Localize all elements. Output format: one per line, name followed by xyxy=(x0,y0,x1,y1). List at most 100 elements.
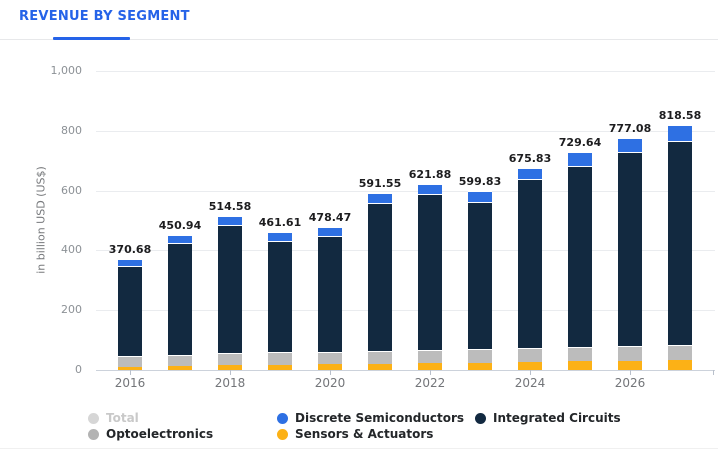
segment-integrated-circuits[interactable] xyxy=(668,140,692,345)
y-tick-label: 200 xyxy=(61,303,82,317)
bar-total-label: 621.88 xyxy=(408,168,452,182)
legend-color-dot xyxy=(277,412,288,424)
segment-integrated-circuits[interactable] xyxy=(118,265,142,356)
segment-discrete-semiconductors[interactable] xyxy=(468,190,492,203)
gridline xyxy=(96,190,715,192)
bar-total-label: 461.61 xyxy=(258,216,302,229)
segment-integrated-circuits[interactable] xyxy=(168,243,192,355)
gridline xyxy=(96,310,715,312)
segment-sensors-actuators[interactable] xyxy=(618,360,642,370)
bar-2025 xyxy=(568,71,592,370)
segment-sensors-actuators[interactable] xyxy=(668,360,692,370)
y-axis-title: in billion USD (US$) xyxy=(34,166,48,274)
segment-sensors-actuators[interactable] xyxy=(168,366,192,370)
segment-optoelectronics[interactable] xyxy=(368,351,392,364)
bar-2024 xyxy=(518,71,542,370)
bar-total-label: 777.08 xyxy=(608,121,652,135)
x-axis-end-tick xyxy=(713,370,714,375)
legend-label: Sensors & Actuators xyxy=(295,427,434,441)
segment-discrete-semiconductors[interactable] xyxy=(668,125,692,141)
segment-optoelectronics[interactable] xyxy=(168,354,192,367)
x-tick-mark xyxy=(130,370,131,375)
segment-sensors-actuators[interactable] xyxy=(318,364,342,370)
segment-optoelectronics[interactable] xyxy=(568,346,592,362)
bar-2017 xyxy=(168,71,192,370)
segment-optoelectronics[interactable] xyxy=(468,348,492,363)
segment-discrete-semiconductors[interactable] xyxy=(318,226,342,237)
bar-2020 xyxy=(318,71,342,370)
bar-total-label: 599.83 xyxy=(458,174,502,188)
segment-discrete-semiconductors[interactable] xyxy=(518,167,542,179)
segment-optoelectronics[interactable] xyxy=(418,349,442,363)
bar-total-label: 478.47 xyxy=(308,210,352,224)
segment-sensors-actuators[interactable] xyxy=(118,367,142,370)
segment-integrated-circuits[interactable] xyxy=(618,152,642,346)
segment-optoelectronics[interactable] xyxy=(518,347,542,362)
segment-discrete-semiconductors[interactable] xyxy=(218,216,242,225)
bar-2019 xyxy=(268,71,292,370)
segment-optoelectronics[interactable] xyxy=(218,353,242,366)
x-tick-mark xyxy=(330,370,331,375)
segment-integrated-circuits[interactable] xyxy=(568,165,592,347)
segment-discrete-semiconductors[interactable] xyxy=(268,231,292,242)
segment-discrete-semiconductors[interactable] xyxy=(118,259,142,266)
segment-integrated-circuits[interactable] xyxy=(418,193,442,350)
x-tick-mark xyxy=(530,370,531,375)
bar-total-label: 591.55 xyxy=(358,177,402,191)
segment-sensors-actuators[interactable] xyxy=(468,362,492,370)
segment-integrated-circuits[interactable] xyxy=(468,202,492,349)
legend-color-dot xyxy=(88,412,99,424)
legend-item-optoelectronics[interactable]: Optoelectronics xyxy=(88,427,213,441)
segment-optoelectronics[interactable] xyxy=(268,352,292,365)
legend-item-sensors-actuators[interactable]: Sensors & Actuators xyxy=(277,427,433,441)
bar-total-label: 818.58 xyxy=(658,109,702,123)
legend-label: Discrete Semiconductors xyxy=(295,411,465,425)
segment-discrete-semiconductors[interactable] xyxy=(368,193,392,204)
legend-color-dot xyxy=(475,412,486,424)
header-divider xyxy=(0,39,718,40)
segment-sensors-actuators[interactable] xyxy=(268,364,292,370)
bar-2022 xyxy=(418,71,442,370)
segment-integrated-circuits[interactable] xyxy=(268,241,292,353)
y-tick-label: 0 xyxy=(75,363,82,376)
bar-total-label: 450.94 xyxy=(158,219,202,233)
segment-integrated-circuits[interactable] xyxy=(518,179,542,348)
segment-integrated-circuits[interactable] xyxy=(218,224,242,354)
bar-total-label: 675.83 xyxy=(508,151,552,165)
legend-color-dot xyxy=(88,428,99,440)
gridline xyxy=(96,250,715,252)
segment-discrete-semiconductors[interactable] xyxy=(418,184,442,194)
segment-sensors-actuators[interactable] xyxy=(568,361,592,370)
segment-integrated-circuits[interactable] xyxy=(368,203,392,352)
bar-2016 xyxy=(118,71,142,370)
segment-sensors-actuators[interactable] xyxy=(368,363,392,370)
segment-optoelectronics[interactable] xyxy=(618,345,642,361)
segment-discrete-semiconductors[interactable] xyxy=(168,235,192,244)
segment-sensors-actuators[interactable] xyxy=(518,361,542,370)
legend-item-discrete-semiconductors[interactable]: Discrete Semiconductors xyxy=(277,411,464,425)
legend-color-dot xyxy=(277,428,288,440)
x-tick-label: 2018 xyxy=(214,376,246,390)
segment-integrated-circuits[interactable] xyxy=(318,236,342,353)
segment-discrete-semiconductors[interactable] xyxy=(618,137,642,152)
tab-active-indicator xyxy=(53,37,130,40)
segment-optoelectronics[interactable] xyxy=(668,344,692,361)
x-tick-mark xyxy=(430,370,431,375)
x-tick-mark xyxy=(230,370,231,375)
y-tick-label: 400 xyxy=(61,243,82,257)
segment-sensors-actuators[interactable] xyxy=(218,365,242,370)
segment-optoelectronics[interactable] xyxy=(118,355,142,367)
y-tick-label: 1,000 xyxy=(50,64,83,77)
segment-discrete-semiconductors[interactable] xyxy=(568,151,592,166)
bar-total-label: 729.64 xyxy=(558,135,602,149)
segment-sensors-actuators[interactable] xyxy=(418,362,442,370)
tab-revenue-by-segment[interactable]: REVENUE BY SEGMENT xyxy=(19,9,190,24)
bar-2021 xyxy=(368,71,392,370)
legend-item-total[interactable]: Total xyxy=(88,411,139,425)
x-tick-label: 2016 xyxy=(114,376,146,390)
gridline xyxy=(96,130,715,132)
legend-label: Optoelectronics xyxy=(106,427,214,441)
legend-item-integrated-circuits[interactable]: Integrated Circuits xyxy=(475,411,621,425)
segment-optoelectronics[interactable] xyxy=(318,352,342,365)
